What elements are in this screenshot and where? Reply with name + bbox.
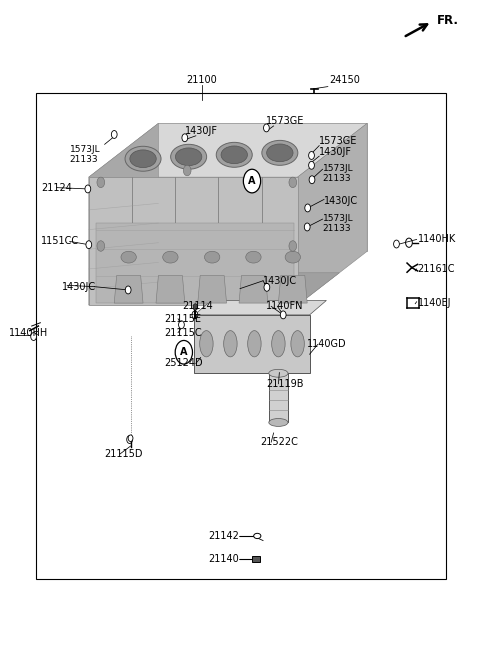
Circle shape [127,436,132,443]
Polygon shape [89,177,298,305]
Text: 1151CC: 1151CC [41,236,79,247]
Ellipse shape [272,331,285,357]
Ellipse shape [269,419,288,426]
Circle shape [309,152,314,159]
Circle shape [97,177,105,188]
Ellipse shape [125,146,161,171]
Text: 1430JC: 1430JC [263,276,297,286]
Text: 1140EJ: 1140EJ [418,298,451,308]
Circle shape [406,238,412,247]
Circle shape [304,223,310,231]
Circle shape [264,124,269,132]
Text: 21100: 21100 [186,75,217,85]
Ellipse shape [254,533,261,539]
Ellipse shape [163,251,178,263]
Polygon shape [156,276,185,303]
Text: 1573GE: 1573GE [319,136,358,146]
Ellipse shape [262,140,298,165]
Ellipse shape [221,146,248,163]
Text: 21119B: 21119B [266,379,304,389]
Polygon shape [114,276,143,303]
Circle shape [97,241,105,251]
Circle shape [111,131,117,138]
Ellipse shape [204,251,220,263]
Ellipse shape [224,331,237,357]
Ellipse shape [267,144,293,161]
Circle shape [86,241,92,249]
Text: 21114: 21114 [182,301,213,312]
Polygon shape [278,276,307,303]
Bar [269,373,288,422]
Circle shape [289,241,297,251]
Text: 21115E: 21115E [165,314,202,324]
Circle shape [280,311,286,319]
Circle shape [128,435,133,441]
Ellipse shape [285,251,300,263]
Circle shape [179,321,184,329]
Circle shape [264,283,270,291]
Text: 1573JL
21133: 1573JL 21133 [323,163,353,183]
Polygon shape [96,223,294,303]
Text: 25124D: 25124D [165,358,203,369]
Ellipse shape [171,144,207,169]
Text: 1430JF: 1430JF [185,126,218,136]
Ellipse shape [269,369,288,377]
Text: 1140HK: 1140HK [418,234,456,245]
Polygon shape [89,123,158,305]
Text: 1573JL
21133: 1573JL 21133 [323,213,353,233]
Polygon shape [194,300,326,315]
Circle shape [182,134,188,142]
Polygon shape [198,276,227,303]
Text: 1573GE: 1573GE [266,116,305,126]
Text: 1140HH: 1140HH [9,327,48,338]
Circle shape [85,185,91,193]
Text: 21115C: 21115C [165,327,202,338]
Text: 21124: 21124 [41,182,72,193]
Polygon shape [158,123,367,251]
Text: 21161C: 21161C [418,264,455,274]
Text: 1140FN: 1140FN [266,301,304,312]
Ellipse shape [176,148,202,165]
Circle shape [31,333,36,340]
Ellipse shape [291,331,304,357]
Ellipse shape [216,142,252,167]
Text: 21115D: 21115D [105,449,143,459]
Ellipse shape [200,331,213,357]
Polygon shape [89,123,367,177]
Text: 21522C: 21522C [261,437,299,447]
Text: 24150: 24150 [329,75,360,85]
Bar [194,315,310,373]
Circle shape [192,311,198,319]
Circle shape [125,286,131,294]
Circle shape [289,177,297,188]
Text: 1430JF: 1430JF [319,148,352,157]
Circle shape [305,204,311,212]
Ellipse shape [121,251,136,263]
Text: FR.: FR. [437,14,459,28]
Circle shape [309,176,315,184]
Circle shape [394,240,399,248]
Bar [252,556,260,562]
Ellipse shape [130,150,156,167]
Text: 21140: 21140 [208,554,239,564]
Polygon shape [89,273,339,305]
Text: A: A [248,176,256,186]
Text: 1430JC: 1430JC [62,281,96,292]
Text: 1140GD: 1140GD [307,339,347,350]
Polygon shape [298,123,367,305]
Text: 1573JL
21133: 1573JL 21133 [70,144,100,164]
Text: 1430JC: 1430JC [324,196,358,207]
Ellipse shape [248,331,261,357]
Text: A: A [180,347,188,358]
Circle shape [183,165,191,176]
Circle shape [309,161,314,169]
Circle shape [243,169,261,193]
Text: 21142: 21142 [208,531,239,541]
Ellipse shape [246,251,261,263]
Circle shape [193,304,198,310]
Bar [36,93,446,579]
Polygon shape [239,276,268,303]
Circle shape [175,340,192,364]
